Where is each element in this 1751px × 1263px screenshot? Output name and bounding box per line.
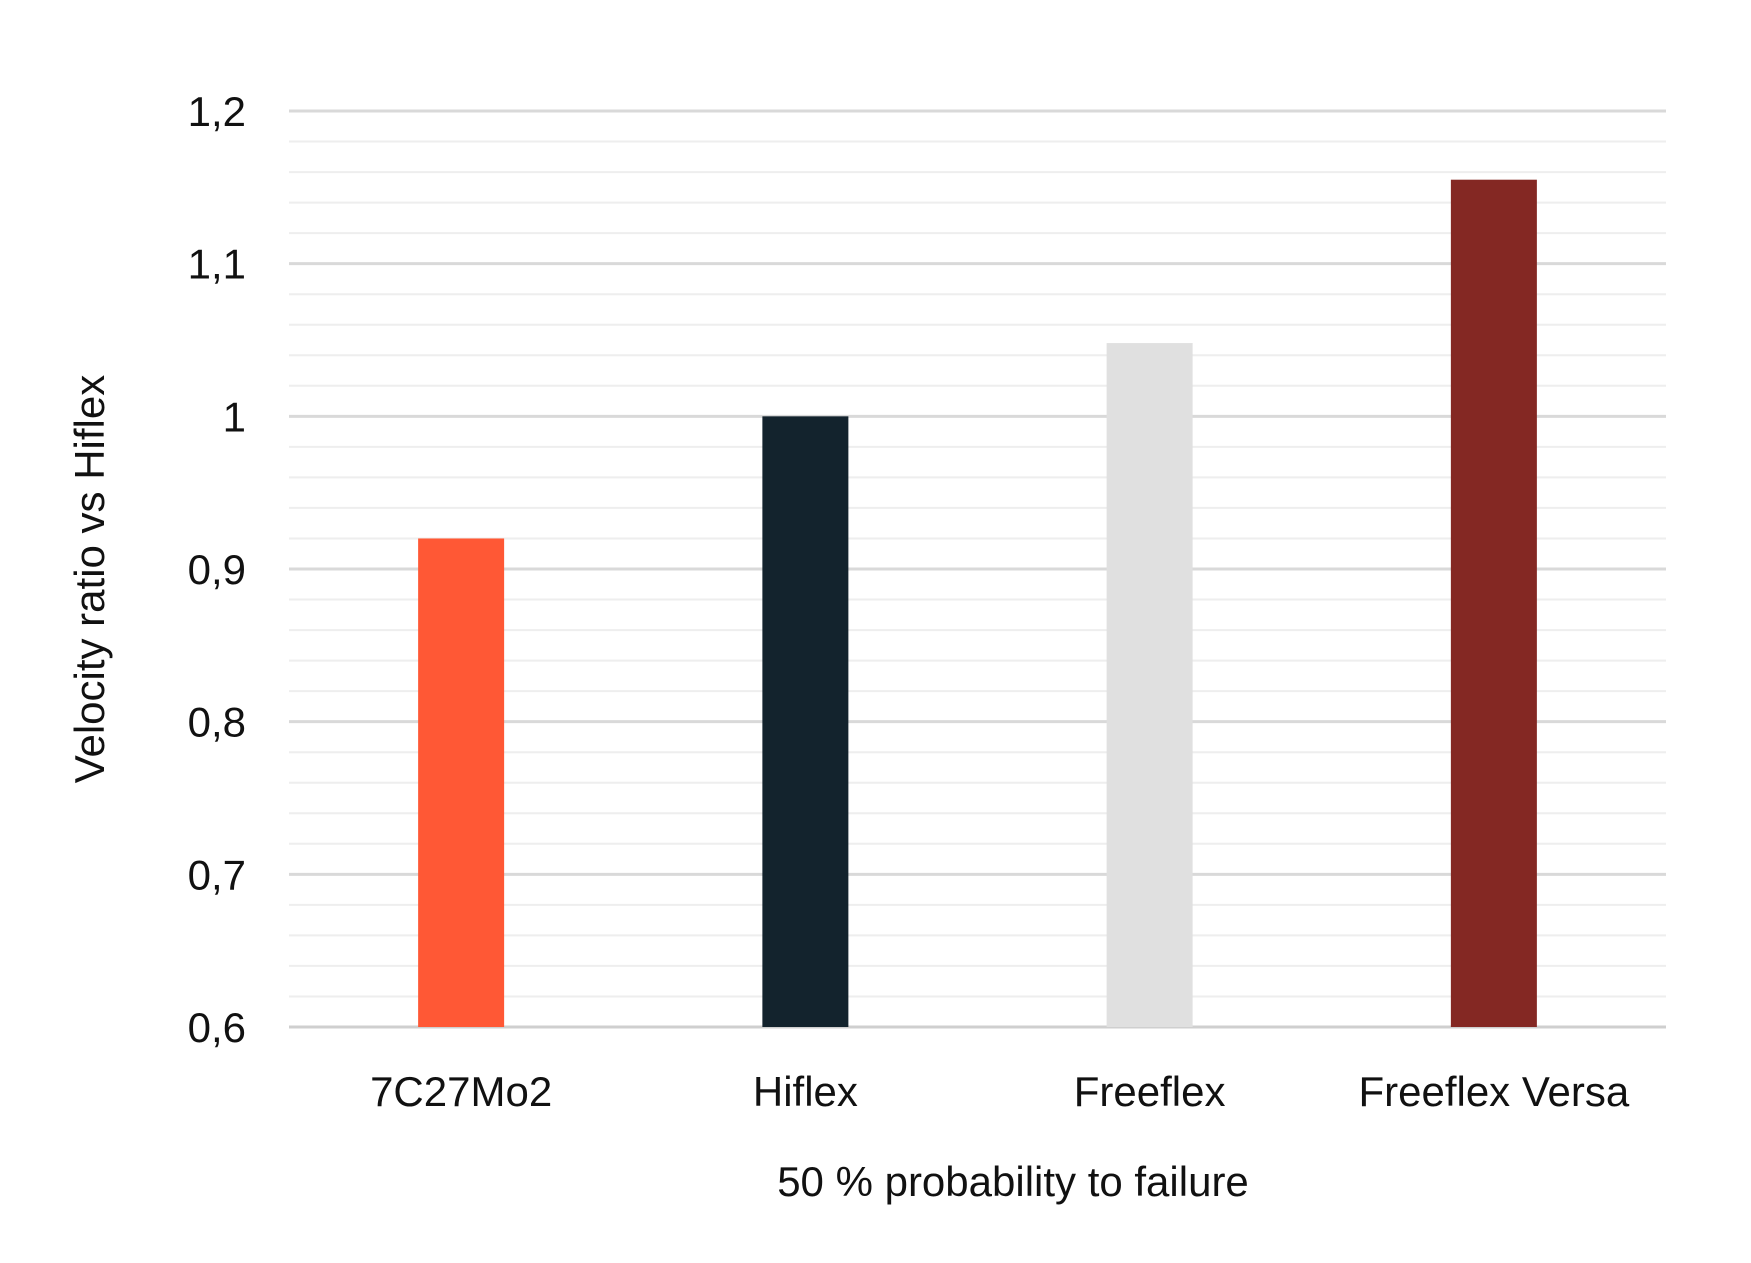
y-tick-label: 1: [223, 393, 246, 440]
x-tick-label: Freeflex: [1074, 1068, 1226, 1115]
y-tick-label: 0,7: [188, 851, 246, 898]
bar-freeflex: [1106, 343, 1193, 1027]
x-tick-label: 7C27Mo2: [370, 1068, 552, 1115]
x-tick-label: Hiflex: [753, 1068, 858, 1115]
x-axis-ticks: 7C27Mo2 Hiflex Freeflex Freeflex Versa: [370, 1068, 1630, 1115]
bar-hiflex: [762, 416, 849, 1027]
bars: [418, 179, 1537, 1027]
y-axis-ticks: 0,6 0,7 0,8 0,9 1 1,1 1,2: [188, 88, 246, 1051]
y-tick-label: 0,8: [188, 699, 246, 746]
y-tick-label: 1,1: [188, 241, 246, 288]
y-axis-title: Velocity ratio vs Hiflex: [66, 375, 113, 783]
x-axis-title: 50 % probability to failure: [777, 1158, 1249, 1205]
bar-7c27mo2: [418, 538, 505, 1027]
y-tick-label: 0,6: [188, 1004, 246, 1051]
gridlines: [289, 109, 1666, 1029]
x-tick-label: Freeflex Versa: [1358, 1068, 1629, 1115]
y-tick-label: 1,2: [188, 88, 246, 135]
bar-freeflex-versa: [1450, 179, 1537, 1027]
y-tick-label: 0,9: [188, 546, 246, 593]
